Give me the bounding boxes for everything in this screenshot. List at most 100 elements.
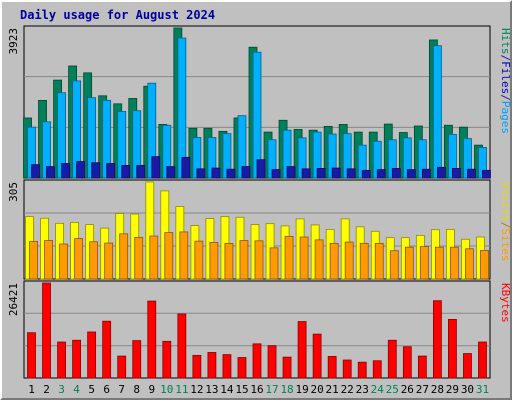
x-tick-label: 29 bbox=[446, 383, 459, 396]
x-tick-label: 24 bbox=[371, 383, 385, 396]
bar-kbytes-day-7 bbox=[117, 355, 127, 379]
x-tick-label: 21 bbox=[326, 383, 339, 396]
bar-kbytes-day-10 bbox=[162, 340, 172, 379]
bar-pages-day-1 bbox=[31, 164, 40, 179]
bar-kbytes-day-31 bbox=[478, 341, 487, 379]
bar-pages-day-23 bbox=[361, 169, 371, 179]
bar-pages-day-12 bbox=[196, 168, 206, 179]
bar-sites-day-9 bbox=[149, 235, 159, 280]
bar-sites-day-29 bbox=[450, 246, 459, 280]
bar-sites-day-27 bbox=[419, 246, 429, 280]
bar-pages-day-4 bbox=[76, 161, 86, 179]
bar-files-day-16 bbox=[252, 51, 262, 179]
bar-kbytes-day-1 bbox=[27, 332, 36, 379]
bar-pages-day-31 bbox=[482, 169, 491, 179]
x-tick-label: 15 bbox=[235, 383, 248, 396]
y-max-label-kbytes: 26421 bbox=[7, 283, 20, 316]
bar-sites-day-24 bbox=[374, 242, 384, 280]
bar-sites-day-22 bbox=[344, 241, 354, 280]
x-tick-label: 26 bbox=[401, 383, 414, 396]
bar-kbytes-day-23 bbox=[357, 361, 367, 379]
x-tick-label: 31 bbox=[476, 383, 489, 396]
x-tick-label: 8 bbox=[133, 383, 140, 396]
legend-separator: / bbox=[499, 94, 512, 101]
y-max-label-visits: 305 bbox=[7, 182, 20, 202]
bar-sites-day-7 bbox=[119, 233, 129, 280]
x-tick-label: 4 bbox=[73, 383, 80, 396]
x-tick-label: 7 bbox=[118, 383, 125, 396]
bar-pages-day-20 bbox=[316, 168, 326, 179]
bar-kbytes-day-22 bbox=[342, 359, 352, 379]
bar-sites-day-3 bbox=[59, 243, 68, 280]
bar-kbytes-day-15 bbox=[237, 357, 247, 379]
x-tick-label: 18 bbox=[280, 383, 293, 396]
bar-sites-day-1 bbox=[29, 241, 38, 280]
x-tick-label: 25 bbox=[386, 383, 399, 396]
x-axis: 1 2 3 4 5 6 7 8 9 10 11 12 13 14 15 16 17 18 19 20 21 22 23 24 2… bbox=[28, 383, 489, 396]
x-tick-label: 11 bbox=[175, 383, 188, 396]
legend-visits: Visits/Sites bbox=[499, 182, 512, 262]
bar-sites-day-28 bbox=[434, 246, 444, 280]
legend-kbytes: KBytes bbox=[499, 283, 512, 323]
bar-pages-day-29 bbox=[452, 168, 461, 179]
bar-sites-day-6 bbox=[104, 242, 114, 280]
bar-sites-day-5 bbox=[89, 241, 99, 280]
bar-sites-day-17 bbox=[269, 247, 279, 280]
bar-sites-day-15 bbox=[239, 240, 249, 280]
bar-pages-day-13 bbox=[211, 167, 221, 179]
bar-kbytes-day-28 bbox=[432, 300, 442, 379]
x-tick-label: 3 bbox=[58, 383, 65, 396]
legend-item-kbytes: KBytes bbox=[499, 283, 512, 323]
bar-sites-day-8 bbox=[134, 236, 144, 280]
legend-hits: Hits/Files/Pages bbox=[499, 28, 512, 134]
bar-kbytes-day-5 bbox=[87, 331, 97, 379]
bar-pages-day-17 bbox=[271, 169, 281, 179]
bar-pages-day-27 bbox=[421, 168, 431, 179]
bar-pages-day-30 bbox=[467, 168, 476, 179]
x-tick-label: 12 bbox=[190, 383, 203, 396]
bar-kbytes-day-2 bbox=[42, 282, 51, 379]
legend-item-hits: Hits bbox=[499, 28, 512, 55]
bar-kbytes-day-20 bbox=[312, 333, 322, 379]
bar-kbytes-day-29 bbox=[448, 318, 457, 379]
bar-kbytes-day-4 bbox=[72, 339, 82, 379]
bar-kbytes-day-9 bbox=[147, 300, 157, 379]
panel-kbytes: 26421 KBytes bbox=[7, 280, 512, 379]
bar-pages-day-2 bbox=[46, 166, 55, 179]
bar-pages-day-22 bbox=[346, 168, 356, 179]
bar-kbytes-day-17 bbox=[267, 345, 277, 379]
x-tick-label: 30 bbox=[461, 383, 474, 396]
bar-sites-day-14 bbox=[224, 242, 234, 280]
bar-pages-day-14 bbox=[226, 168, 236, 179]
legend-item-sites: Sites bbox=[499, 228, 512, 261]
bar-kbytes-day-12 bbox=[192, 354, 202, 379]
legend-item-files: Files bbox=[499, 61, 512, 94]
bar-sites-day-30 bbox=[465, 248, 474, 280]
bar-sites-day-18 bbox=[284, 235, 294, 280]
bar-kbytes-day-11 bbox=[177, 313, 187, 379]
x-tick-label: 9 bbox=[148, 383, 155, 396]
bar-kbytes-day-13 bbox=[207, 352, 217, 379]
x-tick-label: 22 bbox=[341, 383, 354, 396]
bar-kbytes-day-3 bbox=[57, 341, 66, 379]
bar-pages-day-16 bbox=[256, 159, 266, 179]
bar-kbytes-day-30 bbox=[463, 353, 472, 379]
bar-kbytes-day-18 bbox=[282, 356, 292, 379]
x-tick-label: 2 bbox=[43, 383, 50, 396]
legend-item-pages: Pages bbox=[499, 101, 512, 134]
bar-pages-day-11 bbox=[181, 156, 191, 179]
bar-pages-day-3 bbox=[61, 163, 70, 179]
bar-kbytes-day-16 bbox=[252, 343, 262, 379]
x-tick-label: 19 bbox=[295, 383, 308, 396]
x-tick-label: 10 bbox=[160, 383, 173, 396]
bar-sites-day-21 bbox=[329, 242, 339, 280]
bar-pages-day-6 bbox=[106, 163, 116, 179]
chart-title: Daily usage for August 2024 bbox=[20, 8, 215, 22]
bar-sites-day-4 bbox=[74, 238, 84, 280]
bar-kbytes-day-26 bbox=[402, 346, 412, 379]
bar-pages-day-15 bbox=[241, 166, 251, 179]
bar-sites-day-19 bbox=[299, 236, 309, 280]
bar-sites-day-2 bbox=[44, 240, 53, 280]
x-tick-label: 1 bbox=[28, 383, 35, 396]
x-tick-label: 17 bbox=[265, 383, 278, 396]
